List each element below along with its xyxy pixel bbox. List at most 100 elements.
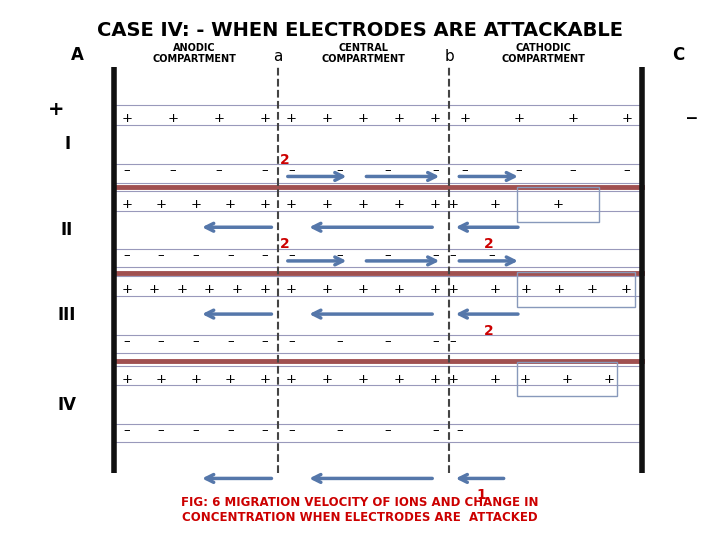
Text: –: – [336,424,343,437]
Text: +: + [286,373,297,386]
Text: +: + [567,112,578,125]
Text: –: – [123,424,130,437]
Text: +: + [204,284,215,296]
Text: –: – [432,164,439,177]
Text: –: – [261,335,268,348]
Text: +: + [225,198,235,211]
Text: ANODIC
COMPARTMENT: ANODIC COMPARTMENT [153,43,236,64]
Text: +: + [225,373,235,386]
Text: 2: 2 [484,237,493,251]
Text: +: + [394,373,405,386]
Text: +: + [190,373,201,386]
Text: +: + [176,284,187,296]
Text: –: – [227,335,233,348]
Text: FIG: 6 MIGRATION VELOCITY OF IONS AND CHANGE IN
CONCENTRATION WHEN ELECTRODES AR: FIG: 6 MIGRATION VELOCITY OF IONS AND CH… [181,496,539,524]
Text: –: – [432,249,439,262]
Text: +: + [358,284,369,296]
Text: +: + [322,373,333,386]
Text: +: + [520,373,531,386]
Text: III: III [58,306,76,325]
Text: –: – [261,249,268,262]
Text: –: – [336,335,343,348]
Text: –: – [215,164,222,177]
Text: +: + [448,284,459,296]
Text: –: – [570,164,576,177]
Text: –: – [123,164,130,177]
Text: +: + [430,198,441,211]
Text: +: + [358,198,369,211]
Text: +: + [587,284,598,296]
Text: –: – [288,335,295,348]
Text: –: – [158,424,164,437]
Text: 2: 2 [280,237,290,251]
Text: +: + [459,112,470,125]
Text: +: + [448,373,459,386]
Text: CENTRAL
COMPARTMENT: CENTRAL COMPARTMENT [322,43,405,64]
Text: +: + [358,112,369,125]
Text: +: + [562,373,572,386]
Text: –: – [227,424,233,437]
Text: +: + [430,112,441,125]
Text: +: + [121,112,132,125]
Text: –: – [169,164,176,177]
Text: a: a [273,49,282,64]
Text: +: + [513,112,524,125]
Text: +: + [490,284,501,296]
Text: _: _ [688,100,697,119]
Text: +: + [167,112,178,125]
Text: –: – [384,424,391,437]
Bar [517,272,635,307]
Text: +: + [149,284,160,296]
Text: –: – [432,335,439,348]
Text: +: + [190,198,201,211]
Bar [517,362,617,396]
Text: +: + [394,198,405,211]
Text: +: + [156,373,166,386]
Text: I: I [64,136,70,153]
Text: +: + [394,112,405,125]
Text: +: + [521,284,532,296]
Text: +: + [620,284,631,296]
Text: –: – [462,164,468,177]
Bar [517,187,599,221]
Text: –: – [336,164,343,177]
Text: CASE IV: - WHEN ELECTRODES ARE ATTACKABLE: CASE IV: - WHEN ELECTRODES ARE ATTACKABL… [97,22,623,40]
Text: 2: 2 [280,153,290,167]
Text: –: – [288,164,295,177]
Text: –: – [384,335,391,348]
Text: +: + [259,198,270,211]
Text: +: + [121,198,132,211]
Text: +: + [322,112,333,125]
Text: +: + [430,284,441,296]
Text: +: + [490,198,501,211]
Text: –: – [288,249,295,262]
Text: +: + [621,112,632,125]
Text: 2: 2 [484,323,493,338]
Text: –: – [516,164,522,177]
Text: –: – [192,249,199,262]
Text: +: + [286,284,297,296]
Text: –: – [192,424,199,437]
Text: –: – [123,335,130,348]
Text: +: + [121,373,132,386]
Text: –: – [336,249,343,262]
Text: –: – [624,164,630,177]
Text: +: + [430,373,441,386]
Text: +: + [286,112,297,125]
Text: +: + [286,198,297,211]
Text: –: – [450,249,456,262]
Text: –: – [261,424,268,437]
Text: –: – [489,249,495,262]
Text: –: – [456,424,464,437]
Text: –: – [384,164,391,177]
Text: +: + [553,198,564,211]
Text: –: – [158,335,164,348]
Text: –: – [288,424,295,437]
Text: +: + [48,100,65,119]
Text: +: + [259,284,270,296]
Text: –: – [227,249,233,262]
Text: +: + [121,284,132,296]
Text: +: + [213,112,224,125]
Text: b: b [444,49,454,64]
Text: –: – [261,164,268,177]
